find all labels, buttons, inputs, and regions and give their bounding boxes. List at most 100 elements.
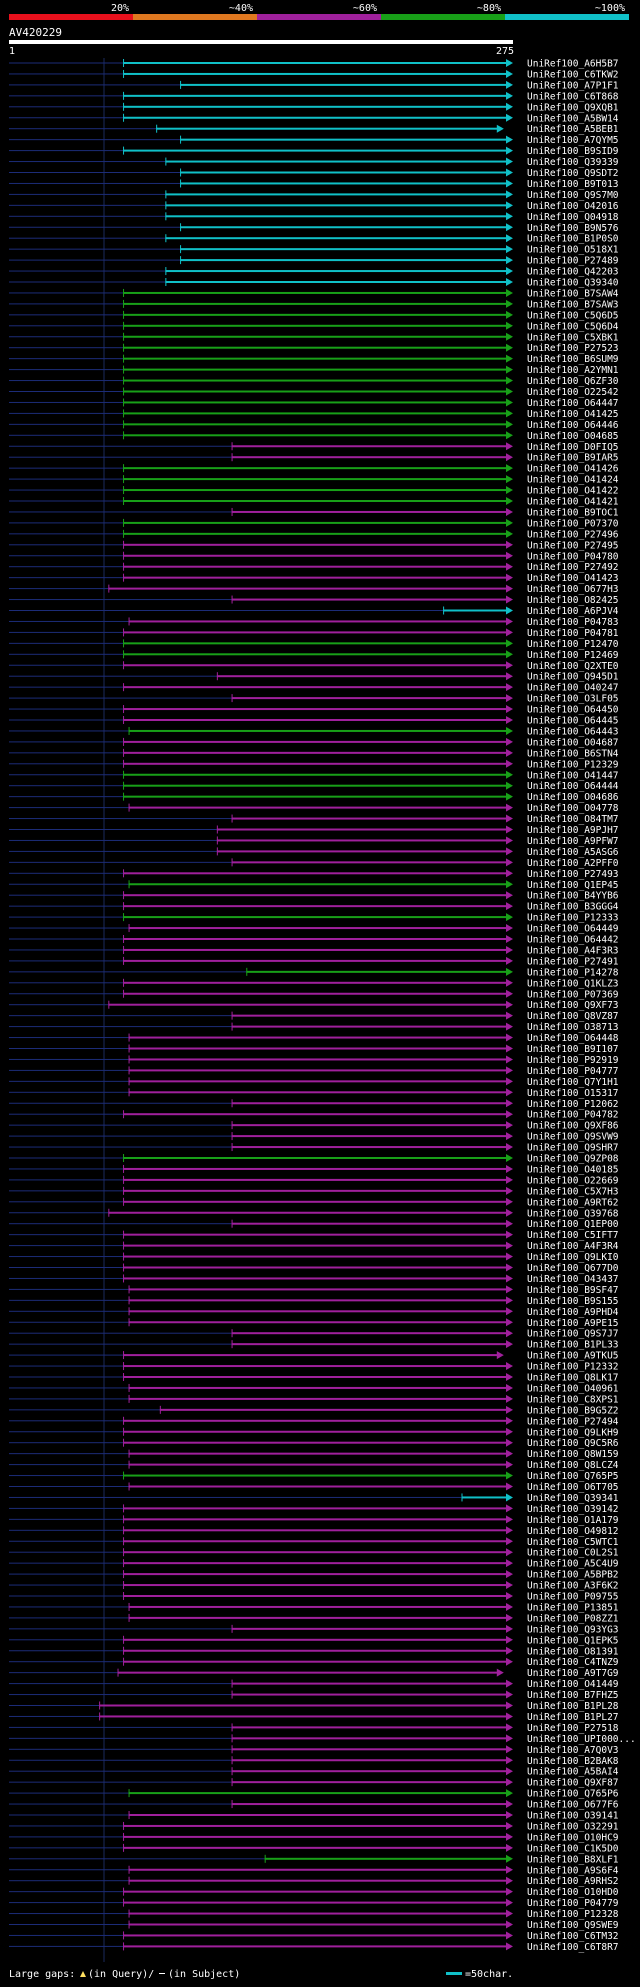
hit-row[interactable]: UniRef100_Q1EP45: [9, 880, 619, 891]
hit-label[interactable]: UniRef100_A5BAI4: [527, 1767, 619, 1778]
hit-row[interactable]: UniRef100_Q9S7J7: [9, 1329, 619, 1340]
hit-label[interactable]: UniRef100_B6STN4: [527, 748, 619, 759]
hit-row[interactable]: UniRef100_Q9XF73: [9, 1000, 619, 1011]
hit-row[interactable]: UniRef100_UPI000...: [9, 1734, 636, 1745]
hit-row[interactable]: UniRef100_O04778: [9, 803, 619, 814]
hit-label[interactable]: UniRef100_O39142: [527, 1504, 619, 1515]
hit-row[interactable]: UniRef100_Q9LKH9: [9, 1427, 619, 1438]
hit-label[interactable]: UniRef100_A2PFF0: [527, 858, 619, 869]
hit-label[interactable]: UniRef100_Q1EP45: [527, 880, 619, 891]
hit-label[interactable]: UniRef100_Q9LKH9: [527, 1427, 619, 1438]
hit-label[interactable]: UniRef100_Q9XF87: [527, 1778, 619, 1789]
hit-label[interactable]: UniRef100_P04777: [527, 1066, 619, 1077]
hit-row[interactable]: UniRef100_O1A179: [9, 1515, 619, 1526]
hit-row[interactable]: UniRef100_D0FIQ5: [9, 442, 619, 453]
hit-label[interactable]: UniRef100_Q39340: [527, 278, 619, 289]
hit-row[interactable]: UniRef100_Q9XF86: [9, 1121, 619, 1132]
hit-label[interactable]: UniRef100_Q765P5: [527, 1471, 619, 1482]
hit-label[interactable]: UniRef100_P27523: [527, 343, 619, 354]
hit-label[interactable]: UniRef100_C8XPS1: [527, 1394, 619, 1405]
hit-label[interactable]: UniRef100_O41447: [527, 770, 619, 781]
hit-row[interactable]: UniRef100_Q765P6: [9, 1789, 619, 1800]
hit-row[interactable]: UniRef100_B4YYB6: [9, 891, 619, 902]
hit-label[interactable]: UniRef100_B1P0S0: [527, 234, 619, 245]
hit-row[interactable]: UniRef100_Q1EP00: [9, 1219, 619, 1230]
hit-label[interactable]: UniRef100_P07369: [527, 989, 619, 1000]
hit-row[interactable]: UniRef100_A5BEB1: [9, 124, 619, 135]
hit-label[interactable]: UniRef100_O40185: [527, 1164, 619, 1175]
hit-label[interactable]: UniRef100_O64446: [527, 420, 619, 431]
hit-label[interactable]: UniRef100_A5BEB1: [527, 124, 619, 135]
hit-row[interactable]: UniRef100_Q945D1: [9, 672, 619, 683]
hit-row[interactable]: UniRef100_A9PFW7: [9, 836, 619, 847]
hit-label[interactable]: UniRef100_B8XLF1: [527, 1854, 619, 1865]
hit-label[interactable]: UniRef100_O82425: [527, 595, 619, 606]
hit-row[interactable]: UniRef100_A5ASG6: [9, 847, 619, 858]
hit-row[interactable]: UniRef100_A9PJH7: [9, 825, 619, 836]
hit-row[interactable]: UniRef100_Q8LK17: [9, 1373, 619, 1384]
hit-row[interactable]: UniRef100_O677H3: [9, 584, 619, 595]
hit-label[interactable]: UniRef100_P92919: [527, 1055, 619, 1066]
hit-label[interactable]: UniRef100_UPI000...: [527, 1734, 636, 1745]
hit-row[interactable]: UniRef100_B1P0S0: [9, 234, 619, 245]
hit-label[interactable]: UniRef100_B9G5Z2: [527, 1405, 619, 1416]
hit-label[interactable]: UniRef100_O677F6: [527, 1800, 619, 1811]
hit-label[interactable]: UniRef100_O40961: [527, 1383, 619, 1394]
hit-label[interactable]: UniRef100_Q9ZP08: [527, 1154, 619, 1165]
hit-label[interactable]: UniRef100_P09755: [527, 1592, 619, 1603]
hit-label[interactable]: UniRef100_Q04918: [527, 212, 619, 223]
hit-row[interactable]: UniRef100_O677F6: [9, 1800, 619, 1811]
hit-label[interactable]: UniRef100_Q9XF73: [527, 1000, 619, 1011]
hit-label[interactable]: UniRef100_B2BAK8: [527, 1756, 619, 1767]
hit-row[interactable]: UniRef100_P92919: [9, 1055, 619, 1066]
hit-label[interactable]: UniRef100_Q9XF86: [527, 1121, 619, 1132]
hit-label[interactable]: UniRef100_B9SID9: [527, 146, 619, 157]
hit-label[interactable]: UniRef100_Q9SWE9: [527, 1920, 619, 1931]
hit-label[interactable]: UniRef100_Q1EPK5: [527, 1635, 619, 1646]
hit-label[interactable]: UniRef100_B7SAW4: [527, 288, 619, 299]
hit-label[interactable]: UniRef100_P27496: [527, 529, 619, 540]
hit-row[interactable]: UniRef100_Q6ZF30: [9, 376, 619, 387]
hit-label[interactable]: UniRef100_B9S155: [527, 1296, 619, 1307]
hit-label[interactable]: UniRef100_A4F3R3: [527, 945, 619, 956]
hit-row[interactable]: UniRef100_P04783: [9, 617, 619, 628]
hit-label[interactable]: UniRef100_B1PL27: [527, 1712, 619, 1723]
hit-row[interactable]: UniRef100_O41422: [9, 486, 619, 497]
hit-label[interactable]: UniRef100_Q2XTE0: [527, 661, 619, 672]
hit-label[interactable]: UniRef100_P27493: [527, 869, 619, 880]
hit-row[interactable]: UniRef100_Q9S7M0: [9, 190, 619, 201]
hit-label[interactable]: UniRef100_Q9XQB1: [527, 102, 619, 113]
hit-row[interactable]: UniRef100_Q04918: [9, 212, 619, 223]
hit-row[interactable]: UniRef100_P04779: [9, 1898, 619, 1909]
hit-label[interactable]: UniRef100_P04779: [527, 1898, 619, 1909]
hit-row[interactable]: UniRef100_Q9C5R6: [9, 1438, 619, 1449]
hit-label[interactable]: UniRef100_A6H5B7: [527, 59, 619, 70]
hit-label[interactable]: UniRef100_O22542: [527, 387, 619, 398]
hit-row[interactable]: UniRef100_O04685: [9, 431, 619, 442]
hit-label[interactable]: UniRef100_O41449: [527, 1679, 619, 1690]
hit-row[interactable]: UniRef100_B9TOC1: [9, 507, 619, 518]
hit-row[interactable]: UniRef100_Q9LKI0: [9, 1252, 619, 1263]
hit-row[interactable]: UniRef100_B1PL28: [9, 1701, 619, 1712]
hit-row[interactable]: UniRef100_Q765P5: [9, 1471, 619, 1482]
hit-label[interactable]: UniRef100_Q1EP00: [527, 1219, 619, 1230]
hit-row[interactable]: UniRef100_C0L2S1: [9, 1548, 619, 1559]
hit-label[interactable]: UniRef100_A9PFW7: [527, 836, 619, 847]
hit-row[interactable]: UniRef100_B9SF47: [9, 1285, 619, 1296]
hit-row[interactable]: UniRef100_O41424: [9, 475, 619, 486]
hit-label[interactable]: UniRef100_Q9SVW9: [527, 1132, 619, 1143]
hit-label[interactable]: UniRef100_P27491: [527, 956, 619, 967]
hit-row[interactable]: UniRef100_P04777: [9, 1066, 619, 1077]
hit-label[interactable]: UniRef100_O1A179: [527, 1515, 619, 1526]
hit-label[interactable]: UniRef100_B9TOC1: [527, 507, 619, 518]
hit-label[interactable]: UniRef100_Q8LK17: [527, 1373, 619, 1384]
hit-row[interactable]: UniRef100_A5BAI4: [9, 1767, 619, 1778]
hit-row[interactable]: UniRef100_B9N576: [9, 223, 619, 234]
hit-label[interactable]: UniRef100_O84TM7: [527, 814, 619, 825]
hit-row[interactable]: UniRef100_B9IAR5: [9, 453, 619, 464]
hit-row[interactable]: UniRef100_Q9SWE9: [9, 1920, 619, 1931]
hit-row[interactable]: UniRef100_O41421: [9, 497, 619, 508]
hit-label[interactable]: UniRef100_O64447: [527, 398, 619, 409]
hit-label[interactable]: UniRef100_O64450: [527, 705, 619, 716]
hit-row[interactable]: UniRef100_O64442: [9, 935, 619, 946]
